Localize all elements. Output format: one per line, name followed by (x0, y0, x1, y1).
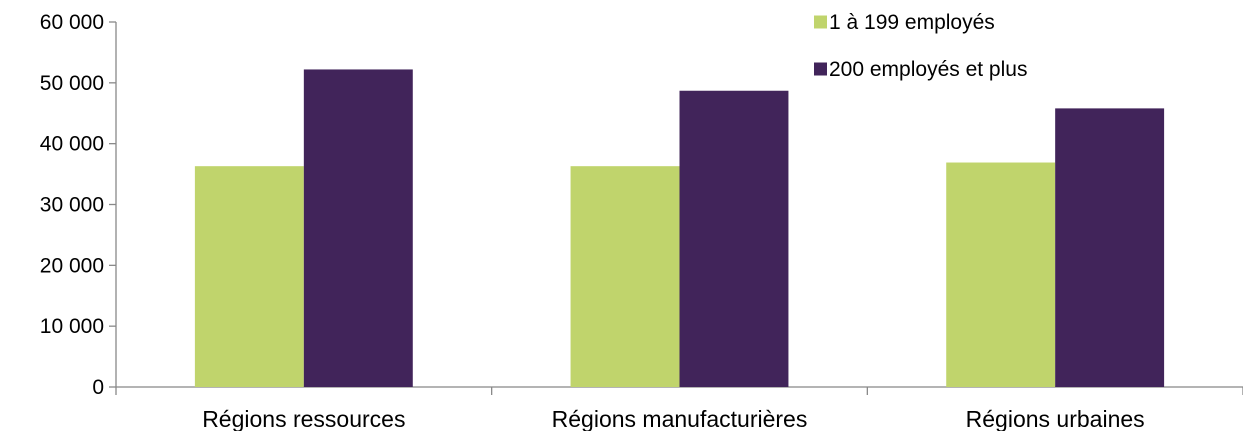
bars (194, 69, 1165, 387)
y-tick-label: 50 000 (40, 72, 104, 95)
y-axis: 0 10 000 20 000 30 000 40 000 50 000 60 000 (40, 11, 117, 399)
bar-series-1 (194, 166, 304, 387)
y-tick-label: 10 000 (40, 315, 104, 338)
bar-series-2 (303, 69, 413, 387)
y-tick-label: 40 000 (40, 133, 104, 156)
legend-label-2: 200 employés et plus (829, 58, 1027, 81)
legend-swatch-1 (814, 15, 827, 29)
y-tick-label: 0 (92, 376, 104, 399)
legend: 1 à 199 employés 200 employés et plus (814, 11, 1027, 81)
y-tick-label: 20 000 (40, 254, 104, 277)
y-tick-label: 60 000 (40, 11, 104, 34)
x-category-label: Régions manufacturières (552, 406, 808, 431)
bar-series-2 (1055, 108, 1165, 387)
y-tick-label: 30 000 (40, 194, 104, 217)
bar-series-2 (679, 90, 789, 387)
x-category-label: Régions urbaines (966, 406, 1145, 431)
x-axis: Régions ressources Régions manufacturière… (115, 386, 1243, 432)
legend-swatch-2 (814, 62, 827, 76)
bar-series-1 (570, 166, 680, 387)
bar-series-1 (946, 162, 1056, 387)
x-category-label: Régions ressources (202, 406, 405, 431)
legend-label-1: 1 à 199 employés (829, 11, 995, 34)
